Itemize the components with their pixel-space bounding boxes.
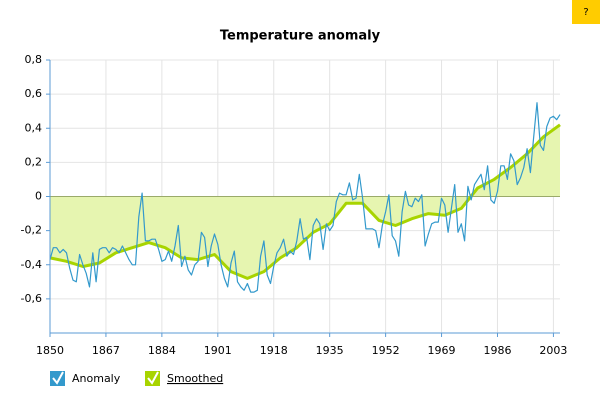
legend-item[interactable]: Anomaly [50,371,121,386]
x-tick-label: 1850 [36,344,64,357]
y-tick-label: 0,6 [25,87,43,100]
legend-label: Anomaly [72,372,121,385]
x-tick-label: 1969 [428,344,456,357]
x-tick-label: 1867 [92,344,120,357]
x-tick-label: 1884 [148,344,176,357]
y-tick-label: 0,8 [25,53,43,66]
help-button[interactable] [572,0,600,24]
line [49,123,561,280]
series-1 [49,123,561,280]
y-tick-label: 0 [35,190,42,203]
legend-check [147,371,159,385]
x-tick-label: 1986 [483,344,511,357]
help-label: ? [583,7,588,18]
axes: -0,6 -0,4 -0,2 0 0,2 0,4 0,6 0,8 1850 1867 1884 190… [21,53,568,357]
plot-area [49,102,561,293]
x-tick-label: 1901 [204,344,232,357]
legend-item[interactable]: Smoothed [145,371,223,386]
chart-title: Temperature anomaly [220,29,381,44]
x-tick-label: 1952 [372,344,400,357]
legend-label: Smoothed [167,372,223,385]
y-tick-label: -0,2 [21,224,42,237]
x-tick-label: 1918 [260,344,288,357]
series-0 [49,102,561,293]
y-tick-label: -0,4 [21,258,42,271]
legend-check [52,371,64,385]
x-tick-label: 1935 [316,344,344,357]
legend: Anomaly Smoothed [50,371,223,386]
y-tick-label: 0,4 [25,121,43,134]
y-tick-label: 0,2 [25,155,43,168]
x-tick-label: 2003 [539,344,567,357]
y-tick-label: -0,6 [21,292,42,305]
line [49,102,561,293]
area [50,124,560,279]
